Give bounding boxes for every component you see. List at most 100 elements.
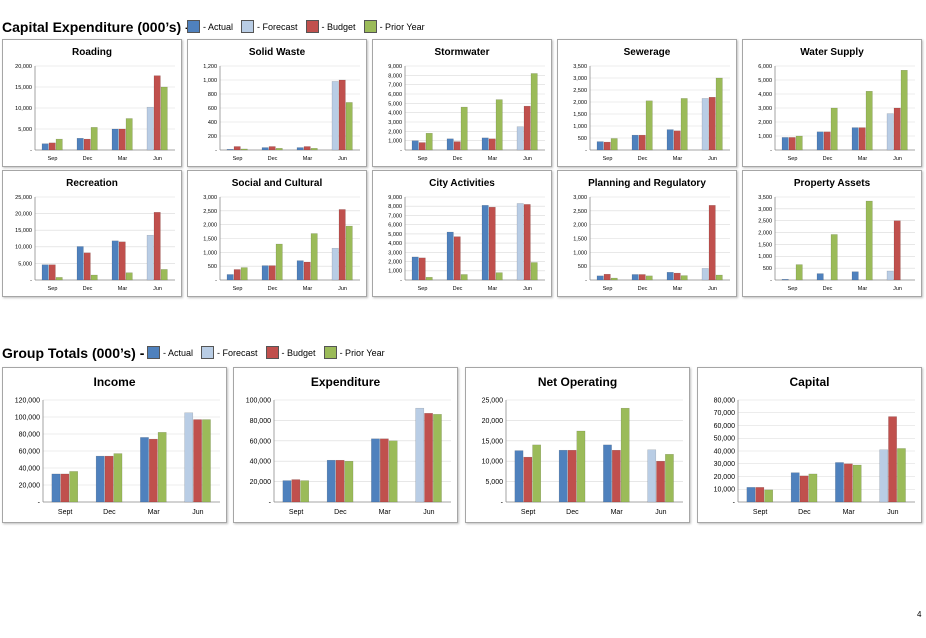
chart-property-assets-x-tick-label: Jun: [893, 286, 902, 292]
group-legend-swatch-budget: [265, 346, 279, 359]
chart-water-supply-y-tick-label: 3,000: [758, 106, 772, 112]
chart-city-activities-y-tick-label: 9,000: [388, 195, 402, 201]
chart-social-and-cultural-bar-prior-year-mar: [310, 233, 318, 281]
legend-item-actual: - Actual: [187, 20, 233, 33]
chart-city-activities-bar-budget-mar: [488, 206, 496, 281]
chart-city-activities-bar-budget-dec: [453, 236, 461, 281]
chart-social-and-cultural-bar-actual-sep: [226, 274, 234, 281]
chart-property-assets-x-tick-label: Dec: [823, 286, 833, 292]
chart-net-operating-bar-prior-year-mar: [620, 407, 630, 503]
chart-net-operating-y-tick-label: 15,000: [482, 438, 504, 445]
chart-property-assets-y-tick-label: -: [770, 278, 772, 284]
chart-solid-waste-y-tick-label: -: [215, 148, 217, 154]
chart-city-activities-y-tick-label: 6,000: [388, 223, 402, 229]
chart-solid-waste-x-tick-label: Dec: [268, 156, 278, 162]
chart-sewerage-x-tick-label: Mar: [673, 156, 683, 162]
chart-income-bar-budget-mar: [148, 438, 158, 503]
chart-solid-waste-y-tick-label: 1,000: [203, 78, 217, 84]
chart-water-supply-bar-prior-year-dec: [830, 107, 838, 151]
chart-property-assets-bar-prior-year-sep: [795, 264, 803, 281]
group-legend-label-actual: - Actual: [163, 347, 194, 358]
legend-label-actual: - Actual: [203, 21, 234, 32]
chart-social-and-cultural-svg: Social and Cultural - 500 1,000 1,500 2,000 2,…: [203, 178, 360, 292]
chart-capital-bar-prior-year-mar: [852, 464, 862, 503]
chart-income-bar-actual-sept: [51, 473, 61, 503]
chart-social-and-cultural-bar-forecast-jun: [331, 247, 339, 281]
chart-roading-bar-budget-dec: [83, 138, 91, 151]
chart-solid-waste-bar-budget-jun: [338, 79, 346, 151]
chart-recreation-bar-prior-year-mar: [125, 272, 133, 281]
chart-planning-and-regulatory-y-tick-label: 2,000: [573, 223, 587, 229]
chart-planning-and-regulatory-y-tick-label: -: [585, 278, 587, 284]
chart-solid-waste-bar-budget-mar: [303, 146, 311, 151]
chart-planning-and-regulatory-bar-budget-jun: [708, 205, 716, 281]
group-legend-label-forecast: - Forecast: [217, 347, 258, 358]
chart-capital-x-tick-label: Dec: [798, 509, 811, 516]
chart-roading-bar-prior-year-mar: [125, 118, 133, 151]
chart-net-operating-bar-prior-year-jun: [665, 454, 674, 503]
chart-capital-x-tick-label: Sept: [753, 509, 767, 516]
chart-planning-and-regulatory-bar-prior-year-jun: [715, 274, 723, 281]
chart-expenditure-bar-forecast-jun: [415, 407, 425, 503]
chart-stormwater-y-tick-label: 1,000: [388, 139, 402, 145]
chart-stormwater-y-tick-label: 8,000: [388, 73, 402, 79]
chart-roading-y-tick-label: 20,000: [15, 64, 32, 70]
legend-swatch-prior-year: [363, 20, 377, 33]
chart-stormwater-x-tick-label: Dec: [453, 156, 463, 162]
chart-net-operating-x-tick-label: Sept: [521, 509, 535, 516]
chart-capital-bar-actual-mar: [835, 462, 844, 503]
chart-sewerage-y-tick-label: 500: [578, 136, 587, 142]
chart-planning-and-regulatory-title: Planning and Regulatory: [588, 178, 706, 189]
chart-planning-and-regulatory-bar-forecast-jun: [701, 268, 709, 281]
chart-city-activities-bar-actual-mar: [481, 205, 489, 281]
chart-property-assets-y-tick-label: 2,500: [758, 219, 772, 225]
chart-net-operating-y-tick-label: 5,000: [485, 479, 503, 486]
chart-planning-and-regulatory-bar-prior-year-dec: [645, 275, 653, 281]
chart-sewerage-y-tick-label: 3,500: [573, 64, 587, 70]
page-number: 4: [917, 610, 922, 619]
chart-income-y-tick-label: 60,000: [19, 448, 41, 455]
legend-item-budget: - Budget: [305, 20, 356, 33]
chart-capital-x-tick-label: Mar: [843, 509, 856, 516]
chart-capital-bar-actual-sept: [746, 487, 756, 503]
chart-stormwater: Stormwater - 1,000 2,000 3,000 4,000 5,000 6,00…: [372, 39, 552, 167]
chart-sewerage: Sewerage - 500 1,000 1,500 2,000 2,500 3,000 3,5…: [557, 39, 737, 167]
chart-capital-y-tick-label: 70,000: [714, 410, 736, 417]
chart-city-activities: City Activities - 1,000 2,000 3,000 4,000 5,00…: [372, 170, 552, 297]
chart-roading-bar-actual-mar: [111, 128, 119, 151]
chart-solid-waste-bar-budget-dec: [268, 146, 276, 151]
chart-social-and-cultural-y-tick-label: 1,000: [203, 250, 217, 256]
chart-capital-bar-prior-year-sept: [764, 489, 774, 503]
chart-roading-y-tick-label: -: [30, 148, 32, 154]
chart-expenditure-y-tick-label: 100,000: [246, 397, 271, 404]
chart-capital-y-tick-label: 40,000: [714, 448, 736, 455]
chart-property-assets-y-tick-label: 3,000: [758, 207, 772, 213]
chart-income: Income - 20,000 40,000 60,000 80,000 100,000 12…: [2, 367, 227, 523]
chart-expenditure-x-tick-label: Sept: [289, 509, 303, 516]
chart-income-y-tick-label: 80,000: [19, 431, 41, 438]
chart-stormwater-bar-budget-mar: [488, 138, 496, 151]
chart-city-activities-x-tick-label: Jun: [523, 286, 532, 292]
chart-solid-waste-x-tick-label: Sep: [233, 156, 243, 162]
chart-planning-and-regulatory-y-tick-label: 500: [578, 264, 587, 270]
chart-expenditure-y-tick-label: 60,000: [250, 438, 272, 445]
chart-stormwater-y-tick-label: 3,000: [388, 120, 402, 126]
chart-social-and-cultural-bar-budget-dec: [268, 265, 276, 281]
chart-planning-and-regulatory-x-tick-label: Mar: [673, 286, 683, 292]
chart-stormwater-bar-forecast-jun: [516, 126, 524, 151]
chart-sewerage-bar-budget-sep: [603, 141, 611, 151]
chart-recreation-bar-actual-mar: [111, 240, 119, 281]
chart-roading-bar-actual-sep: [41, 143, 49, 151]
capex-section-title: Capital Expenditure (000’s) –: [2, 19, 193, 35]
chart-roading-x-tick-label: Dec: [83, 156, 93, 162]
chart-stormwater-title: Stormwater: [434, 47, 489, 58]
chart-stormwater-y-tick-label: 9,000: [388, 64, 402, 70]
chart-stormwater-x-tick-label: Mar: [488, 156, 498, 162]
chart-solid-waste-bar-prior-year-sep: [240, 148, 248, 151]
chart-social-and-cultural-bar-budget-mar: [303, 261, 311, 281]
chart-net-operating-y-tick-label: 25,000: [482, 397, 504, 404]
chart-sewerage-bar-prior-year-dec: [645, 100, 653, 151]
chart-capital-y-tick-label: 80,000: [714, 397, 736, 404]
legend-label-prior-year: - Prior Year: [379, 21, 425, 32]
chart-city-activities-bar-prior-year-jun: [530, 262, 538, 281]
